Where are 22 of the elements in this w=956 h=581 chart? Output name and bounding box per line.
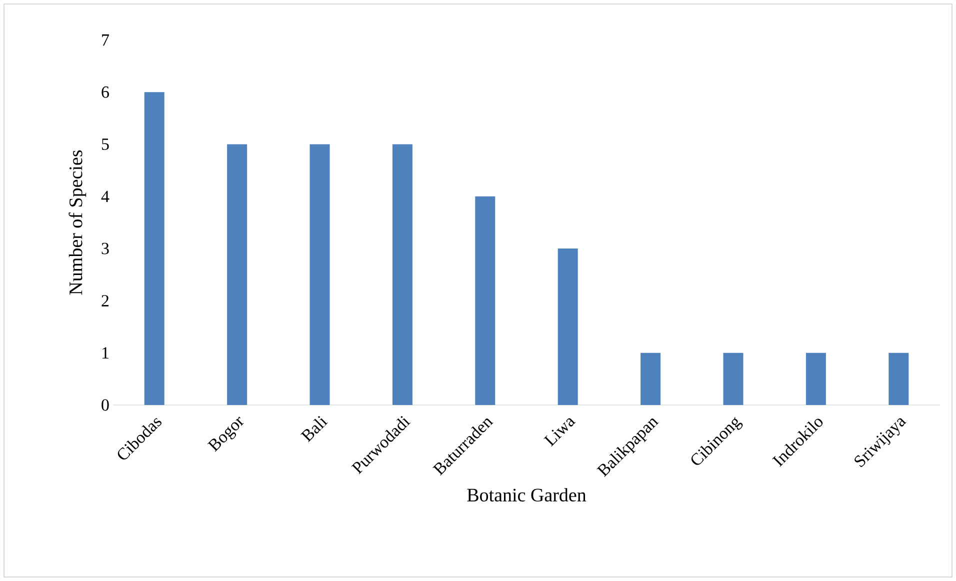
y-tick-label: 4 xyxy=(101,190,110,202)
y-tick-label: 6 xyxy=(102,86,109,98)
bar xyxy=(227,144,248,405)
x-tick-label: Bali xyxy=(300,416,328,442)
bar xyxy=(640,352,661,405)
bar xyxy=(144,92,164,405)
y-tick-label: 5 xyxy=(102,138,109,150)
x-tick-label: Liwa xyxy=(544,418,576,447)
x-axis-title: Botanic Garden xyxy=(467,488,586,502)
bar xyxy=(310,144,330,405)
y-tick-label: 2 xyxy=(102,295,109,306)
bar xyxy=(475,196,496,405)
y-axis-title: Number of Species xyxy=(68,150,86,295)
bar xyxy=(723,352,744,405)
bar xyxy=(806,352,826,405)
bar xyxy=(888,352,909,405)
bar xyxy=(392,144,412,405)
y-tick-label: 3 xyxy=(102,242,109,254)
y-tick-label: 1 xyxy=(102,347,108,358)
bar xyxy=(558,248,578,405)
y-tick-label: 0 xyxy=(102,399,109,411)
y-tick-label: 7 xyxy=(102,34,109,46)
